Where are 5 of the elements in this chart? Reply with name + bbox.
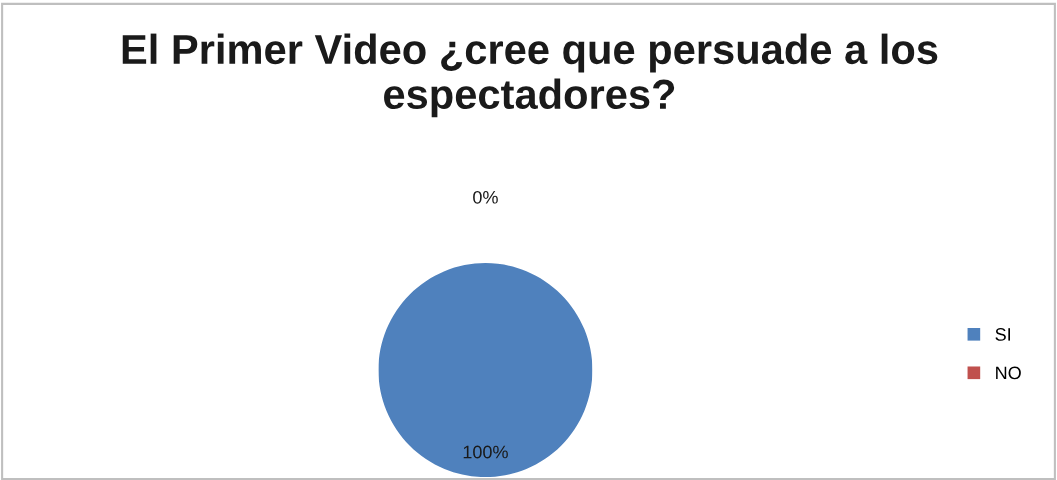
chart-title: El Primer Video ¿cree que persuade a los espectadores? <box>122 33 938 118</box>
data-label: 100% <box>463 445 508 459</box>
legend-label: SI <box>995 328 1011 341</box>
text: 0% <box>473 190 498 204</box>
legend-label: NO <box>996 366 1021 380</box>
